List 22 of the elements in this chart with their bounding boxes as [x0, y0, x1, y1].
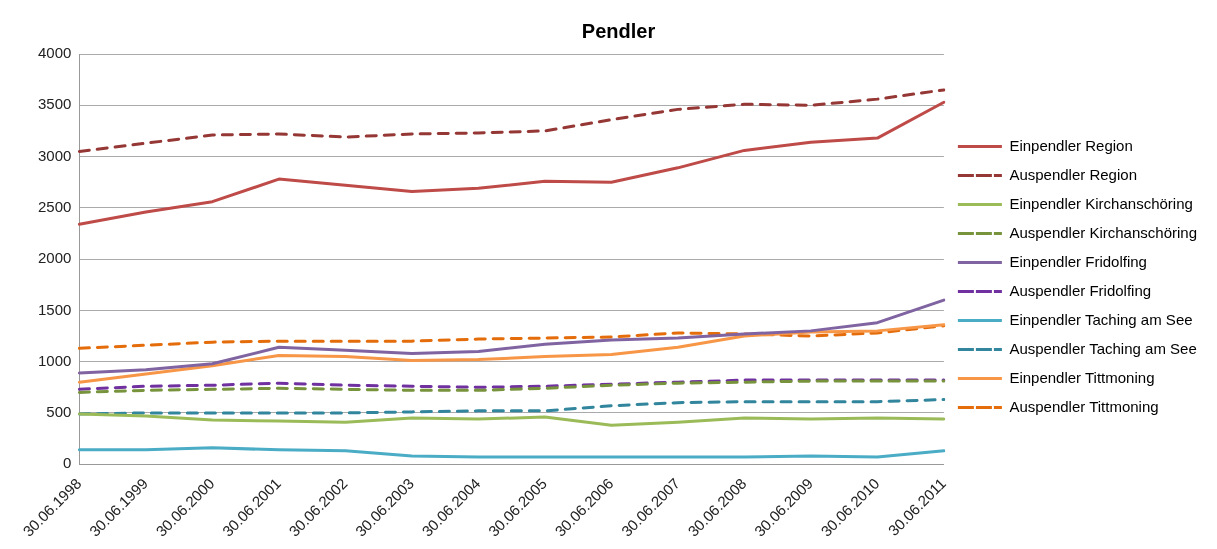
- legend-label: Einpendler Tittmoning: [1009, 368, 1155, 386]
- y-tick-label: 2500: [37, 197, 72, 215]
- y-tick-label: 500: [46, 403, 72, 421]
- legend-label: Auspendler Tittmoning: [1009, 397, 1159, 415]
- legend-label: Auspendler Kirchanschöring: [1009, 223, 1198, 241]
- y-tick-label: 1500: [37, 300, 72, 318]
- y-tick-label: 2000: [37, 249, 72, 267]
- legend-label: Einpendler Kirchanschöring: [1009, 194, 1193, 212]
- y-tick-label: 1000: [37, 351, 72, 369]
- legend-label: Auspendler Region: [1009, 165, 1137, 183]
- legend-label: Einpendler Region: [1009, 136, 1133, 154]
- legend-label: Auspendler Fridolfing: [1009, 281, 1152, 299]
- y-tick-label: 4000: [37, 44, 72, 62]
- y-tick-label: 3000: [37, 146, 72, 164]
- legend-label: Einpendler Taching am See: [1009, 310, 1193, 328]
- chart-title: Pendler: [581, 19, 656, 42]
- y-tick-label: 0: [63, 454, 72, 472]
- y-tick-label: 3500: [37, 95, 72, 113]
- legend-label: Einpendler Fridolfing: [1009, 252, 1147, 270]
- legend-label: Auspendler Taching am See: [1009, 339, 1197, 357]
- line-series: [77, 324, 946, 350]
- line-series: [77, 88, 946, 153]
